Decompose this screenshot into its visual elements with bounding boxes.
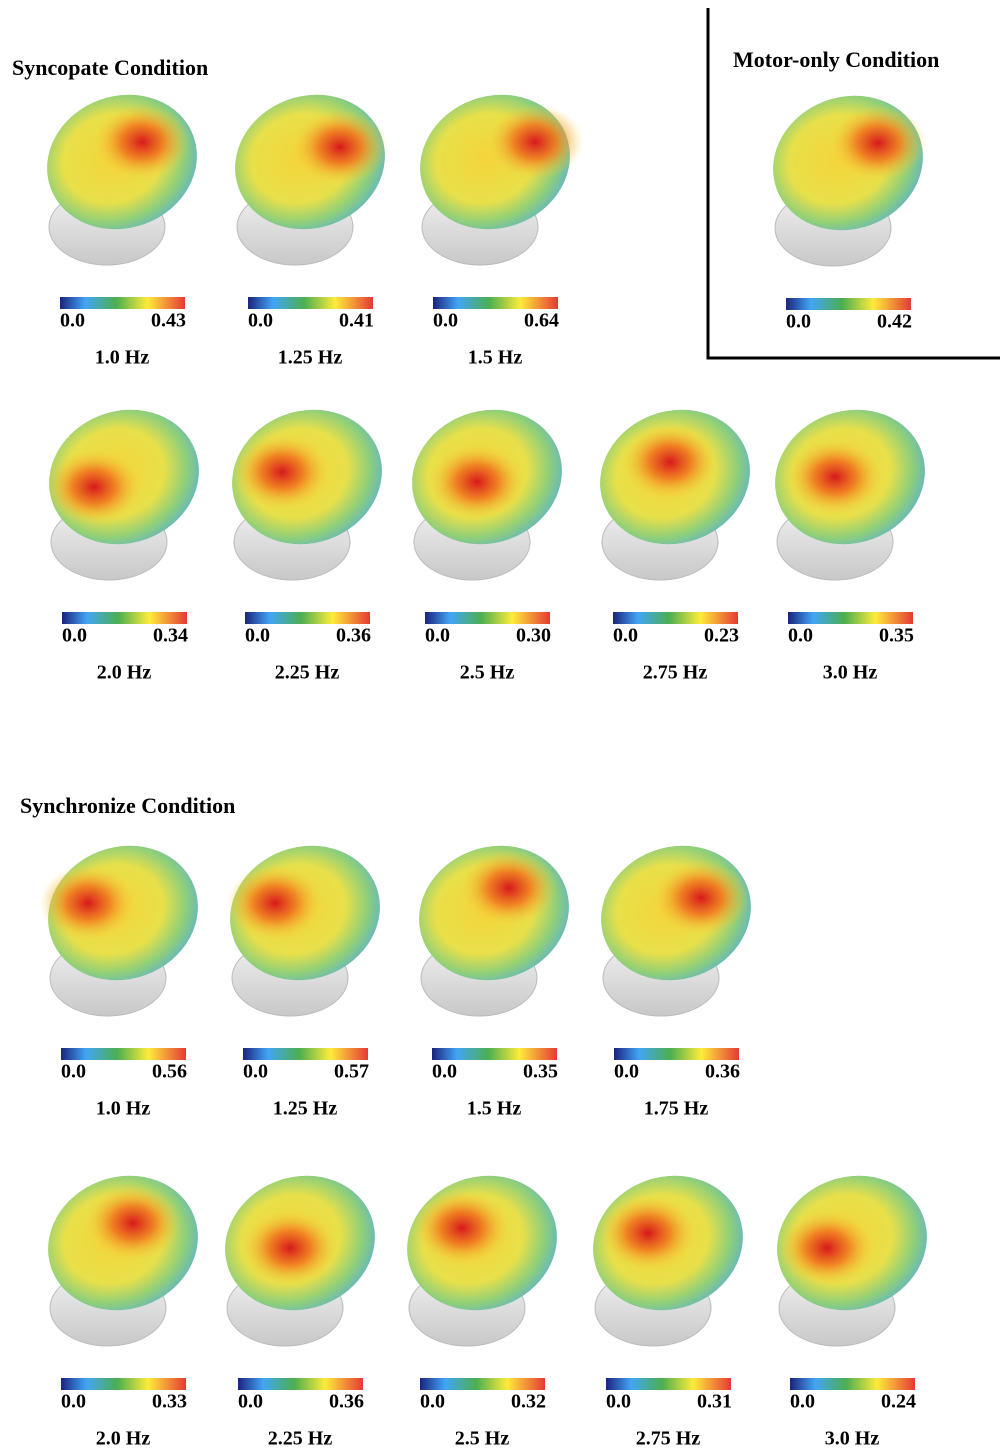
colorbar xyxy=(788,612,913,624)
activation-peak xyxy=(85,1185,181,1261)
activation-peak xyxy=(46,449,142,525)
colorbar-max: 0.41 xyxy=(339,310,374,332)
colorbar xyxy=(61,1378,186,1390)
frequency-label: 2.25 Hz xyxy=(268,1428,333,1450)
colorbar xyxy=(243,1048,368,1060)
colorbar-max: 0.32 xyxy=(511,1391,546,1413)
colorbar-min: 0.0 xyxy=(420,1391,445,1413)
frequency-label: 1.5 Hz xyxy=(467,1098,522,1120)
activation-peak xyxy=(653,860,749,936)
activation-peak xyxy=(94,104,190,180)
frequency-label: 3.0 Hz xyxy=(823,662,878,684)
colorbar xyxy=(614,1048,739,1060)
activation-peak xyxy=(461,850,557,926)
activation-peak xyxy=(487,104,583,180)
colorbar xyxy=(786,298,911,310)
colorbar-min: 0.0 xyxy=(61,1391,86,1413)
activation-peak xyxy=(622,424,718,500)
frequency-label: 2.5 Hz xyxy=(455,1428,510,1450)
colorbar-max: 0.34 xyxy=(153,625,188,647)
activation-peak xyxy=(227,865,323,941)
colorbar-max: 0.24 xyxy=(881,1391,916,1413)
colorbar-max: 0.36 xyxy=(336,625,371,647)
colorbar xyxy=(613,612,738,624)
colorbar xyxy=(433,297,558,309)
colorbar-min: 0.0 xyxy=(613,625,638,647)
figure: Syncopate Condition0.00.431.0 Hz0.00.411… xyxy=(0,0,1007,1450)
frequency-label: 1.75 Hz xyxy=(644,1098,709,1120)
colorbar xyxy=(245,612,370,624)
colorbar-min: 0.0 xyxy=(606,1391,631,1413)
colorbar-min: 0.0 xyxy=(614,1061,639,1083)
colorbar-max: 0.33 xyxy=(152,1391,187,1413)
colorbar-min: 0.0 xyxy=(788,625,813,647)
colorbar-max: 0.35 xyxy=(879,625,914,647)
activation-peak xyxy=(779,1210,875,1286)
frequency-label: 1.5 Hz xyxy=(468,347,523,369)
frequency-label: 1.0 Hz xyxy=(95,347,150,369)
colorbar-min: 0.0 xyxy=(432,1061,457,1083)
colorbar-min: 0.0 xyxy=(60,310,85,332)
section-title: Motor-only Condition xyxy=(733,47,939,72)
colorbar-max: 0.56 xyxy=(152,1061,187,1083)
colorbar-max: 0.36 xyxy=(329,1391,364,1413)
activation-peak xyxy=(40,865,136,941)
frequency-label: 2.75 Hz xyxy=(636,1428,701,1450)
frequency-label: 2.0 Hz xyxy=(97,662,152,684)
frequency-label: 3.0 Hz xyxy=(825,1428,880,1450)
activation-peak xyxy=(787,439,883,515)
activation-peak xyxy=(234,434,330,510)
activation-peak xyxy=(830,105,926,181)
colorbar-max: 0.64 xyxy=(524,310,559,332)
activation-peak xyxy=(414,1190,510,1266)
colorbar-max: 0.35 xyxy=(523,1061,558,1083)
frequency-label: 2.0 Hz xyxy=(96,1428,151,1450)
colorbar xyxy=(790,1378,915,1390)
frequency-label: 2.25 Hz xyxy=(275,662,340,684)
activation-peak xyxy=(242,1210,338,1286)
colorbar-max: 0.36 xyxy=(705,1061,740,1083)
section-title: Synchronize Condition xyxy=(20,793,235,818)
colorbar xyxy=(238,1378,363,1390)
colorbar-max: 0.42 xyxy=(877,311,912,333)
colorbar xyxy=(432,1048,557,1060)
frequency-label: 2.5 Hz xyxy=(460,662,515,684)
section-title: Syncopate Condition xyxy=(12,55,208,80)
frequency-label: 2.75 Hz xyxy=(643,662,708,684)
colorbar-min: 0.0 xyxy=(790,1391,815,1413)
colorbar xyxy=(425,612,550,624)
activation-peak xyxy=(292,109,388,185)
colorbar-max: 0.57 xyxy=(334,1061,369,1083)
colorbar xyxy=(61,1048,186,1060)
colorbar xyxy=(62,612,187,624)
activation-peak xyxy=(429,444,525,520)
colorbar-min: 0.0 xyxy=(243,1061,268,1083)
colorbar xyxy=(248,297,373,309)
colorbar-max: 0.43 xyxy=(151,310,186,332)
colorbar-min: 0.0 xyxy=(62,625,87,647)
activation-peak xyxy=(600,1195,696,1271)
colorbar-min: 0.0 xyxy=(245,625,270,647)
colorbar-min: 0.0 xyxy=(248,310,273,332)
colorbar-max: 0.30 xyxy=(516,625,551,647)
colorbar-max: 0.31 xyxy=(697,1391,732,1413)
colorbar xyxy=(606,1378,731,1390)
colorbar-min: 0.0 xyxy=(425,625,450,647)
colorbar xyxy=(60,297,185,309)
frequency-label: 1.25 Hz xyxy=(273,1098,338,1120)
colorbar-min: 0.0 xyxy=(786,311,811,333)
colorbar xyxy=(420,1378,545,1390)
colorbar-min: 0.0 xyxy=(61,1061,86,1083)
frequency-label: 1.25 Hz xyxy=(278,347,343,369)
frequency-label: 1.0 Hz xyxy=(96,1098,151,1120)
colorbar-max: 0.23 xyxy=(704,625,739,647)
colorbar-min: 0.0 xyxy=(433,310,458,332)
colorbar-min: 0.0 xyxy=(238,1391,263,1413)
